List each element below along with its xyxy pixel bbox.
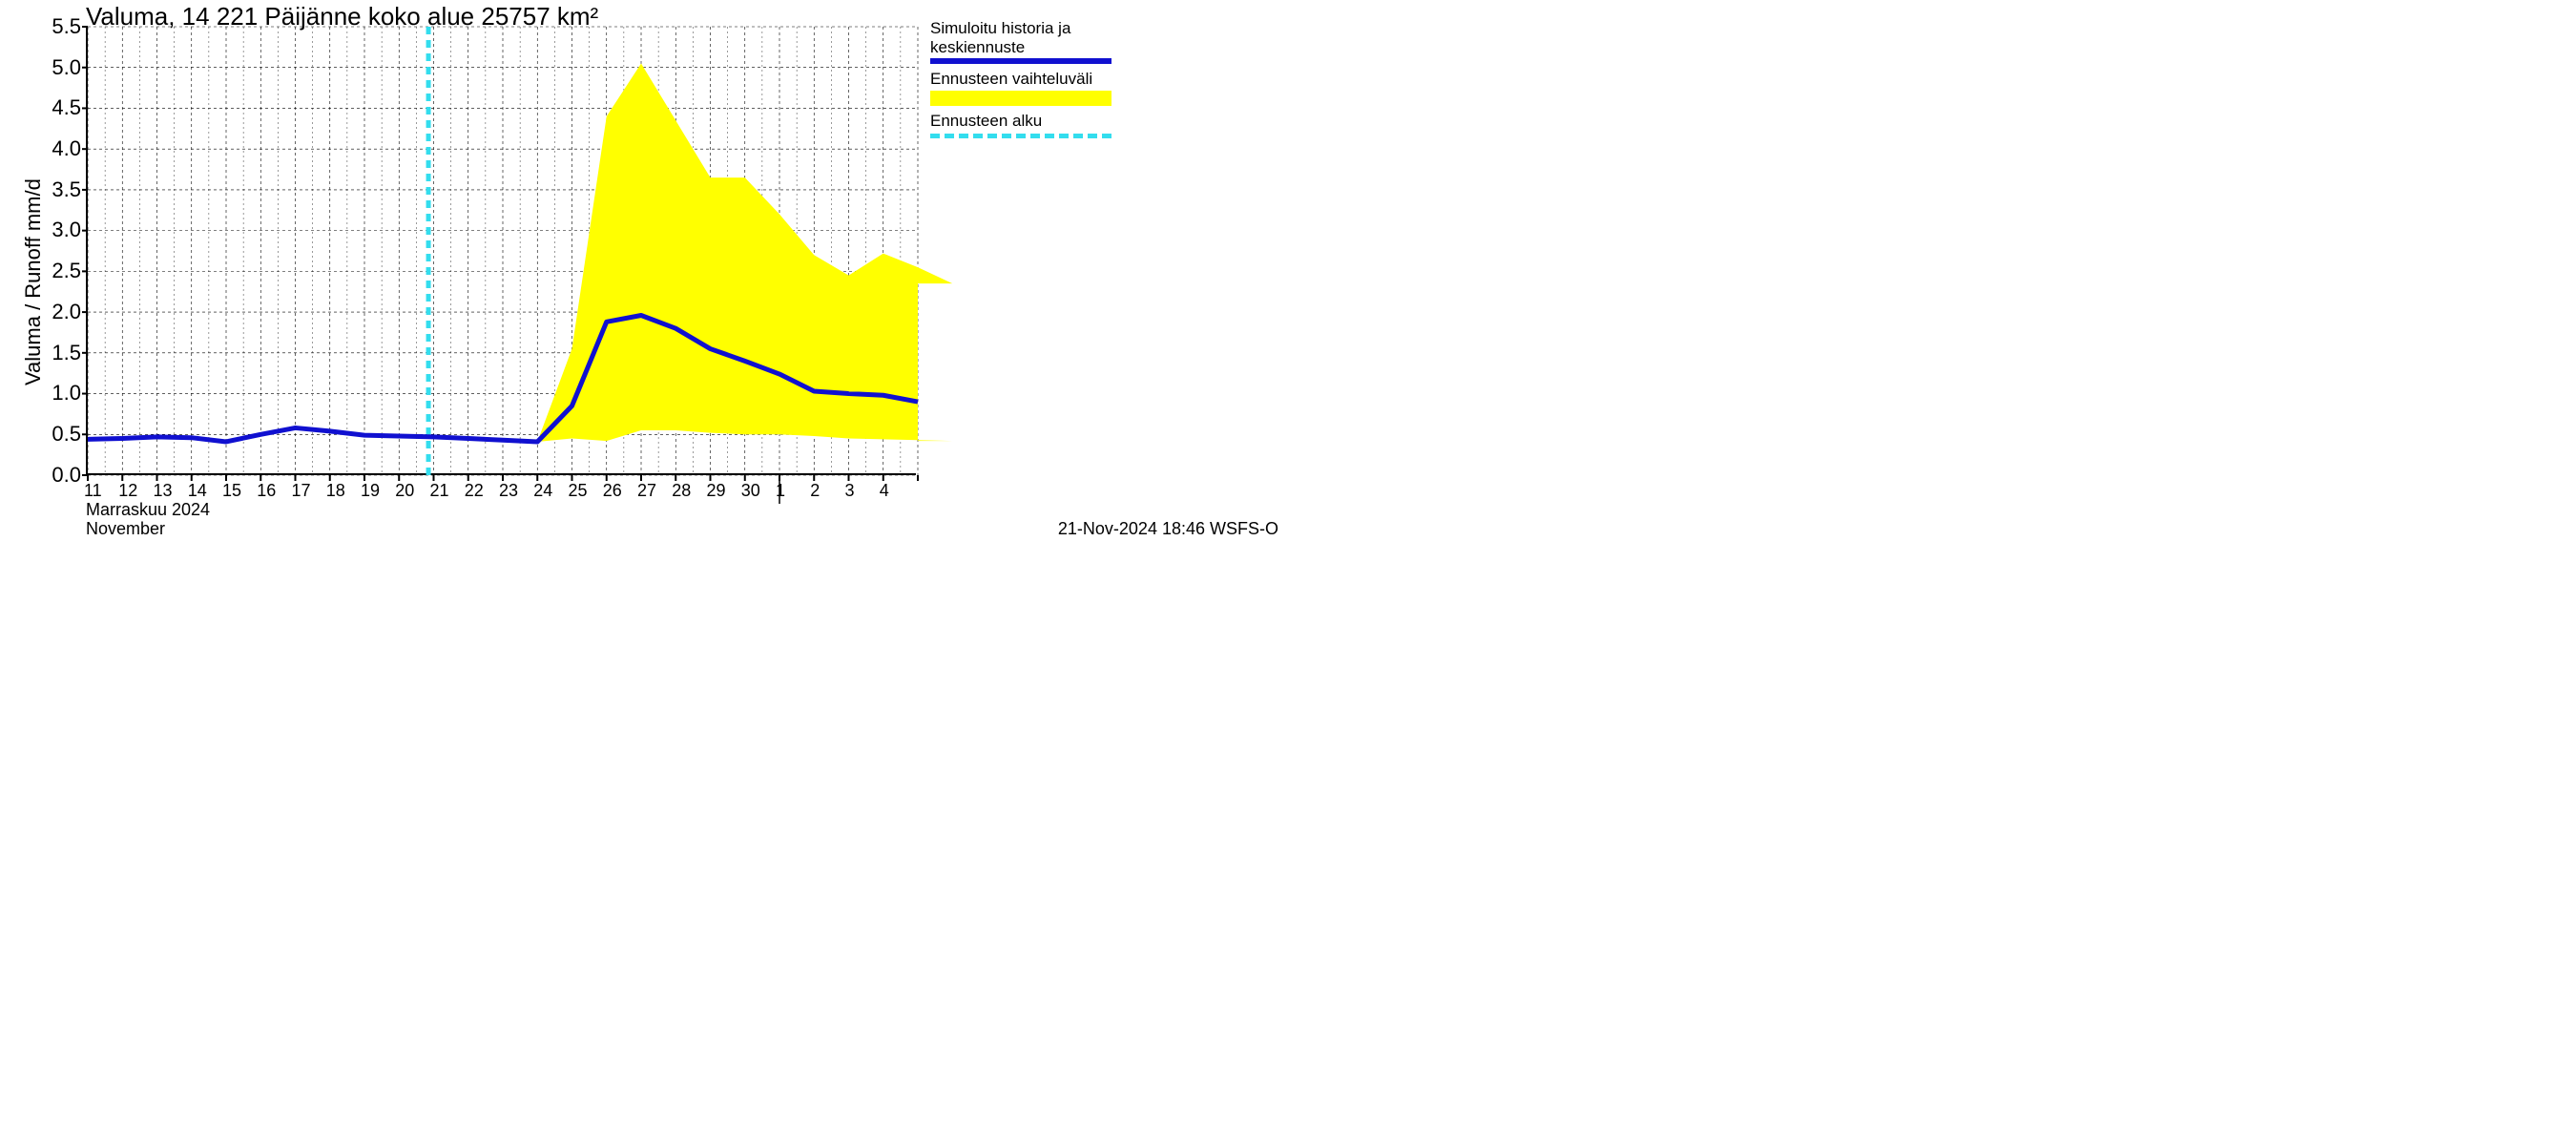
y-tick-label: 0.0 — [33, 463, 81, 488]
y-tick-label: 1.5 — [33, 341, 81, 365]
x-tick-label: 20 — [395, 481, 414, 501]
x-tick-label: 14 — [188, 481, 207, 501]
legend-entry: Ennusteen alku — [930, 112, 1111, 139]
plot-area — [86, 27, 916, 475]
x-tick-label: 15 — [222, 481, 241, 501]
y-tick-label: 0.5 — [33, 422, 81, 447]
x-tick-label: 21 — [430, 481, 449, 501]
x-tick-label: 13 — [154, 481, 173, 501]
y-tick-label: 3.5 — [33, 177, 81, 202]
legend-swatch — [930, 134, 1111, 138]
x-tick-label: 27 — [637, 481, 656, 501]
x-axis-month-label-2: November — [86, 519, 165, 539]
y-tick-label: 2.0 — [33, 300, 81, 324]
x-tick-label: 18 — [326, 481, 345, 501]
x-tick-label: 30 — [741, 481, 760, 501]
x-tick-label: 22 — [465, 481, 484, 501]
x-tick-label: 24 — [533, 481, 552, 501]
x-tick-label: 28 — [672, 481, 691, 501]
legend-label: Ennusteen vaihteluväli — [930, 70, 1111, 89]
x-tick-label: 19 — [361, 481, 380, 501]
x-tick-label: 25 — [569, 481, 588, 501]
x-tick-label: 16 — [257, 481, 276, 501]
x-tick-label: 23 — [499, 481, 518, 501]
plot-svg — [88, 27, 918, 475]
y-tick-label: 1.0 — [33, 381, 81, 406]
legend-label: Simuloitu historia ja — [930, 19, 1111, 38]
legend-label: keskiennuste — [930, 38, 1111, 57]
chart-frame: Valuma, 14 221 Päijänne koko alue 25757 … — [0, 0, 1288, 572]
x-tick-label: 11 — [84, 481, 102, 501]
y-tick-label: 4.0 — [33, 136, 81, 161]
y-tick-label: 2.5 — [33, 259, 81, 283]
legend-entry: Simuloitu historia jakeskiennuste — [930, 19, 1111, 64]
x-axis-month-label-1: Marraskuu 2024 — [86, 500, 210, 520]
y-tick-label: 5.5 — [33, 14, 81, 39]
legend-swatch — [930, 91, 1111, 106]
x-tick-label: 4 — [880, 481, 889, 501]
x-tick-label: 3 — [845, 481, 855, 501]
y-tick-label: 4.5 — [33, 95, 81, 120]
legend: Simuloitu historia jakeskiennuste Ennuste… — [930, 19, 1111, 144]
legend-swatch — [930, 58, 1111, 64]
x-tick-label: 26 — [603, 481, 622, 501]
legend-label: Ennusteen alku — [930, 112, 1111, 131]
x-tick-label: 2 — [810, 481, 820, 501]
y-tick-label: 5.0 — [33, 55, 81, 80]
x-tick-label: 1 — [776, 481, 785, 501]
x-tick-label: 12 — [118, 481, 137, 501]
y-tick-label: 3.0 — [33, 218, 81, 242]
timestamp-label: 21-Nov-2024 18:46 WSFS-O — [1058, 519, 1278, 539]
legend-entry: Ennusteen vaihteluväli — [930, 70, 1111, 106]
x-tick-label: 29 — [707, 481, 726, 501]
x-tick-label: 17 — [292, 481, 311, 501]
